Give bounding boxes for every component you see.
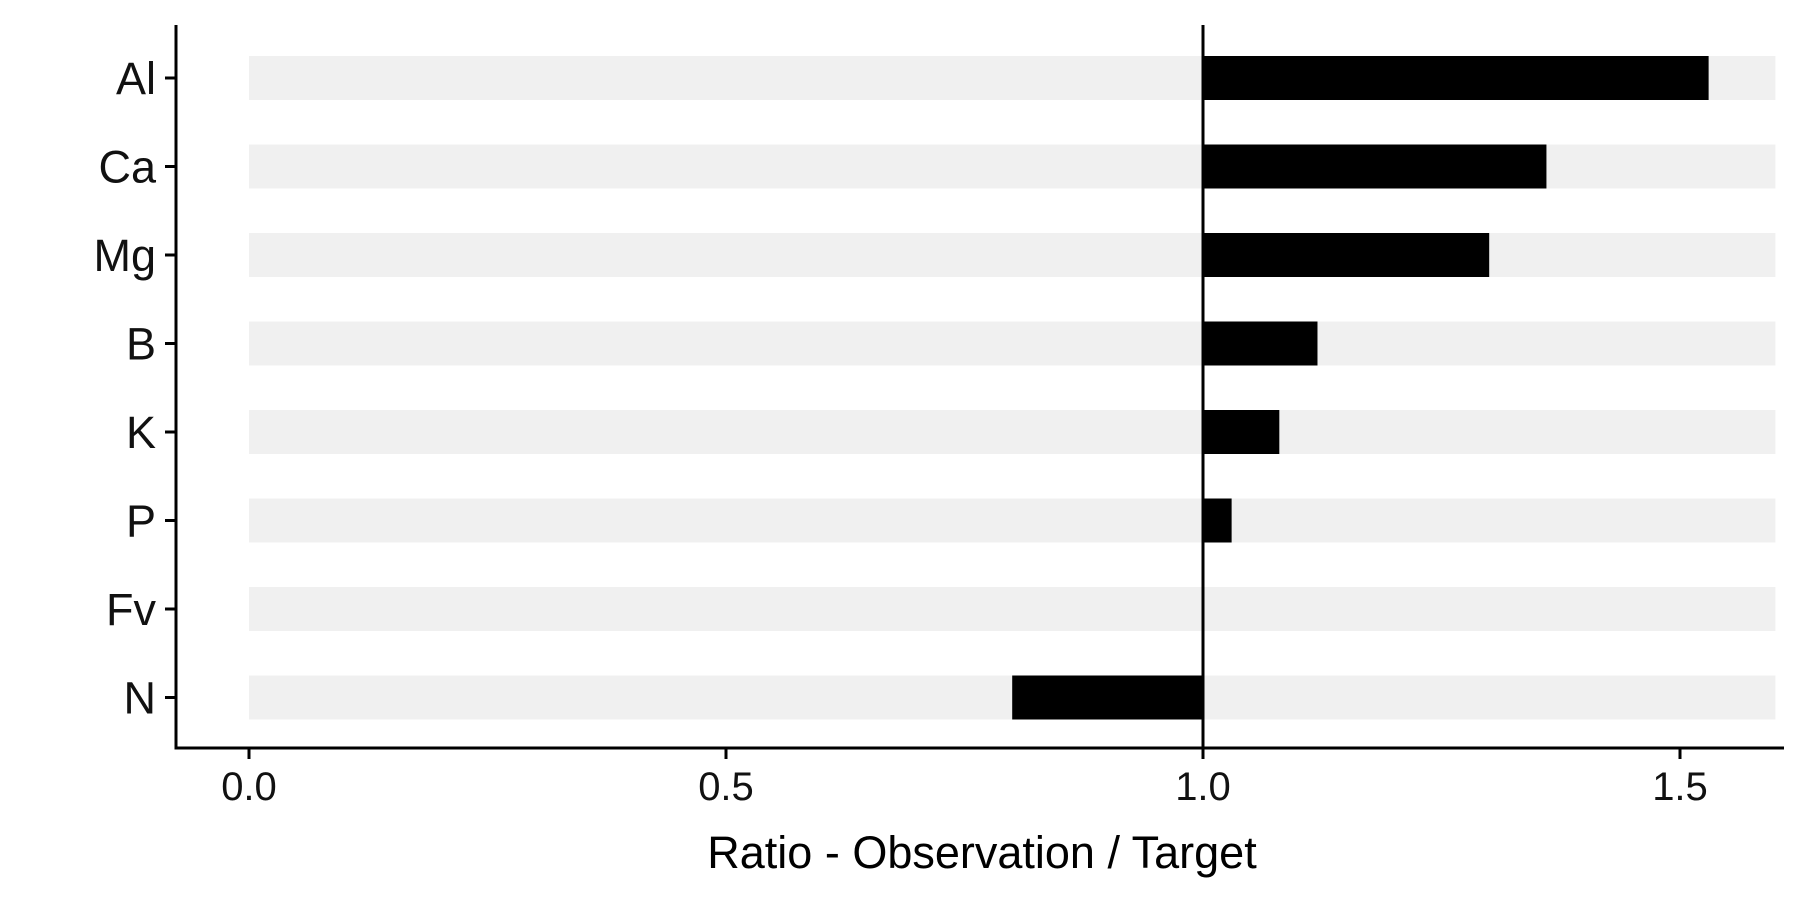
background-band xyxy=(249,587,1776,631)
x-tick-label: 1.5 xyxy=(1652,765,1708,809)
bar-b xyxy=(1203,321,1318,366)
bar-k xyxy=(1203,410,1280,454)
background-band xyxy=(249,498,1776,543)
bar-ca xyxy=(1203,144,1547,189)
x-tick-label: 0.0 xyxy=(221,765,277,809)
y-tick-label: Al xyxy=(116,53,156,104)
bar-al xyxy=(1203,56,1709,100)
background-band xyxy=(249,410,1776,454)
background-band xyxy=(249,321,1776,366)
background-band xyxy=(249,144,1776,189)
y-tick-label: Fv xyxy=(106,584,156,635)
x-axis-title: Ratio - Observation / Target xyxy=(707,827,1257,878)
y-axis-ticks: Al Ca Mg BKP Fv N xyxy=(93,53,176,724)
y-tick-label: Ca xyxy=(98,142,156,193)
y-tick-label: K xyxy=(126,407,156,458)
bar-p xyxy=(1203,498,1232,543)
bars xyxy=(1012,56,1709,720)
x-axis-ticks: 0.0 0.5 1.0 1.5 xyxy=(221,748,1708,809)
y-tick-label: Mg xyxy=(93,230,156,281)
y-tick-label: N xyxy=(124,673,157,724)
x-tick-label: 1.0 xyxy=(1175,765,1231,809)
background-bands xyxy=(249,56,1776,720)
bar-n xyxy=(1012,675,1203,720)
x-tick-label: 0.5 xyxy=(698,765,754,809)
bar-mg xyxy=(1203,233,1490,277)
background-band xyxy=(249,233,1776,277)
y-tick-label: P xyxy=(126,496,156,547)
y-tick-label: B xyxy=(126,319,156,370)
